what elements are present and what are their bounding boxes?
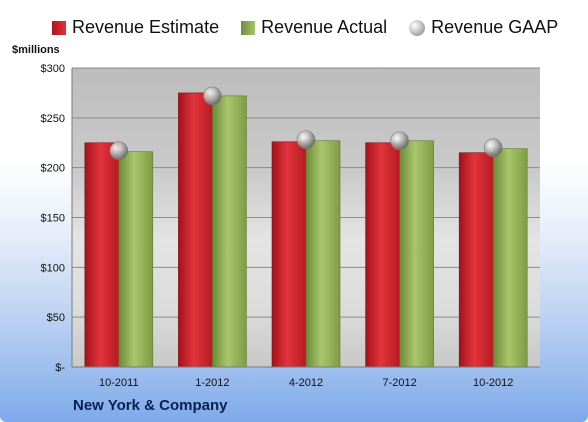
marker-revenue-gaap: [483, 138, 503, 158]
bar-revenue-actual: [118, 151, 154, 368]
x-tick-label: 4-2012: [289, 377, 323, 389]
y-tick-label: $300: [41, 63, 65, 75]
y-tick-label: $100: [41, 262, 65, 274]
x-tick-label: 10-2012: [473, 377, 513, 389]
y-tick-label: $150: [41, 213, 65, 225]
legend-item-revenue-estimate: Revenue Estimate: [52, 17, 219, 38]
marker-revenue-gaap: [203, 86, 222, 106]
bar-revenue-estimate: [365, 142, 400, 368]
x-tick-label: 1-2012: [195, 377, 229, 389]
legend-label-revenue-gaap: Revenue GAAP: [431, 17, 559, 37]
bar-revenue-actual: [212, 95, 247, 368]
x-tick-label: 7-2012: [382, 377, 416, 389]
y-tick-label: $50: [47, 312, 65, 324]
legend-item-revenue-gaap: Revenue GAAP: [409, 17, 558, 38]
bar-revenue-estimate: [84, 142, 120, 368]
bar-revenue-estimate: [458, 152, 494, 368]
y-axis-label: $millions: [12, 44, 60, 56]
bar-revenue-actual: [399, 140, 434, 368]
bar-revenue-actual: [305, 140, 341, 368]
legend-label-revenue-estimate: Revenue Estimate: [72, 17, 220, 37]
x-tick-label: 10-2011: [99, 377, 139, 389]
marker-revenue-gaap: [109, 141, 129, 161]
legend-label-revenue-actual: Revenue Actual: [261, 17, 388, 37]
y-tick-label: $200: [41, 163, 65, 175]
chart-legend: Revenue Estimate Revenue Actual Revenue …: [52, 17, 580, 38]
legend-swatch-revenue-estimate: [52, 20, 66, 35]
bar-revenue-actual: [492, 148, 528, 368]
y-tick-label: $250: [41, 113, 65, 125]
bar-revenue-estimate: [178, 92, 213, 368]
bar-revenue-estimate: [271, 141, 307, 368]
legend-swatch-revenue-gaap: [409, 19, 426, 36]
legend-swatch-revenue-actual: [241, 20, 256, 35]
y-tick-label: $-: [55, 362, 65, 374]
marker-revenue-gaap: [390, 131, 409, 151]
legend-item-revenue-actual: Revenue Actual: [241, 17, 387, 38]
company-name: New York & Company: [73, 397, 228, 414]
marker-revenue-gaap: [296, 130, 316, 150]
